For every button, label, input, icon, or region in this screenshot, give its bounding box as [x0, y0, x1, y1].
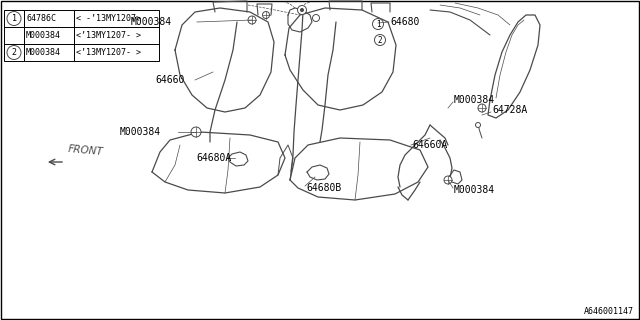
Text: FRONT: FRONT: [68, 144, 104, 157]
Circle shape: [301, 9, 303, 12]
Circle shape: [191, 127, 201, 137]
Text: < -’13MY1207>: < -’13MY1207>: [76, 14, 141, 23]
Text: 64786C: 64786C: [26, 14, 56, 23]
Text: M000384: M000384: [131, 17, 172, 27]
Bar: [24, 10, 74, 27]
Circle shape: [248, 16, 256, 24]
Circle shape: [478, 104, 486, 112]
Circle shape: [312, 14, 319, 21]
Text: M000384: M000384: [26, 48, 61, 57]
Circle shape: [7, 12, 21, 26]
Bar: [74, 44, 159, 61]
Bar: [74, 27, 159, 44]
Text: 64660: 64660: [155, 75, 184, 85]
Bar: [4, 44, 24, 61]
Text: 64680A: 64680A: [196, 153, 231, 163]
Bar: [4, 27, 24, 44]
Text: M000384: M000384: [454, 95, 495, 105]
Text: 64728A: 64728A: [492, 105, 527, 115]
Text: 64680B: 64680B: [306, 183, 341, 193]
Bar: [24, 44, 74, 61]
Text: 64680: 64680: [390, 17, 419, 27]
Text: A646001147: A646001147: [584, 307, 634, 316]
Text: <’13MY1207- >: <’13MY1207- >: [76, 48, 141, 57]
Circle shape: [7, 45, 21, 60]
Bar: [74, 10, 159, 27]
Circle shape: [298, 5, 307, 14]
Circle shape: [374, 35, 385, 45]
Text: M000384: M000384: [454, 185, 495, 195]
Text: <’13MY1207- >: <’13MY1207- >: [76, 31, 141, 40]
Text: 1: 1: [376, 20, 380, 28]
Text: M000384: M000384: [120, 127, 161, 137]
Text: M000384: M000384: [26, 31, 61, 40]
Text: 1: 1: [12, 14, 17, 23]
Circle shape: [372, 19, 383, 29]
Circle shape: [476, 123, 481, 127]
Circle shape: [444, 176, 452, 184]
Text: 2: 2: [378, 36, 382, 44]
Text: 2: 2: [12, 48, 17, 57]
Text: 64660A: 64660A: [412, 140, 447, 150]
Bar: [4, 10, 24, 27]
Bar: [24, 27, 74, 44]
Circle shape: [262, 12, 269, 19]
